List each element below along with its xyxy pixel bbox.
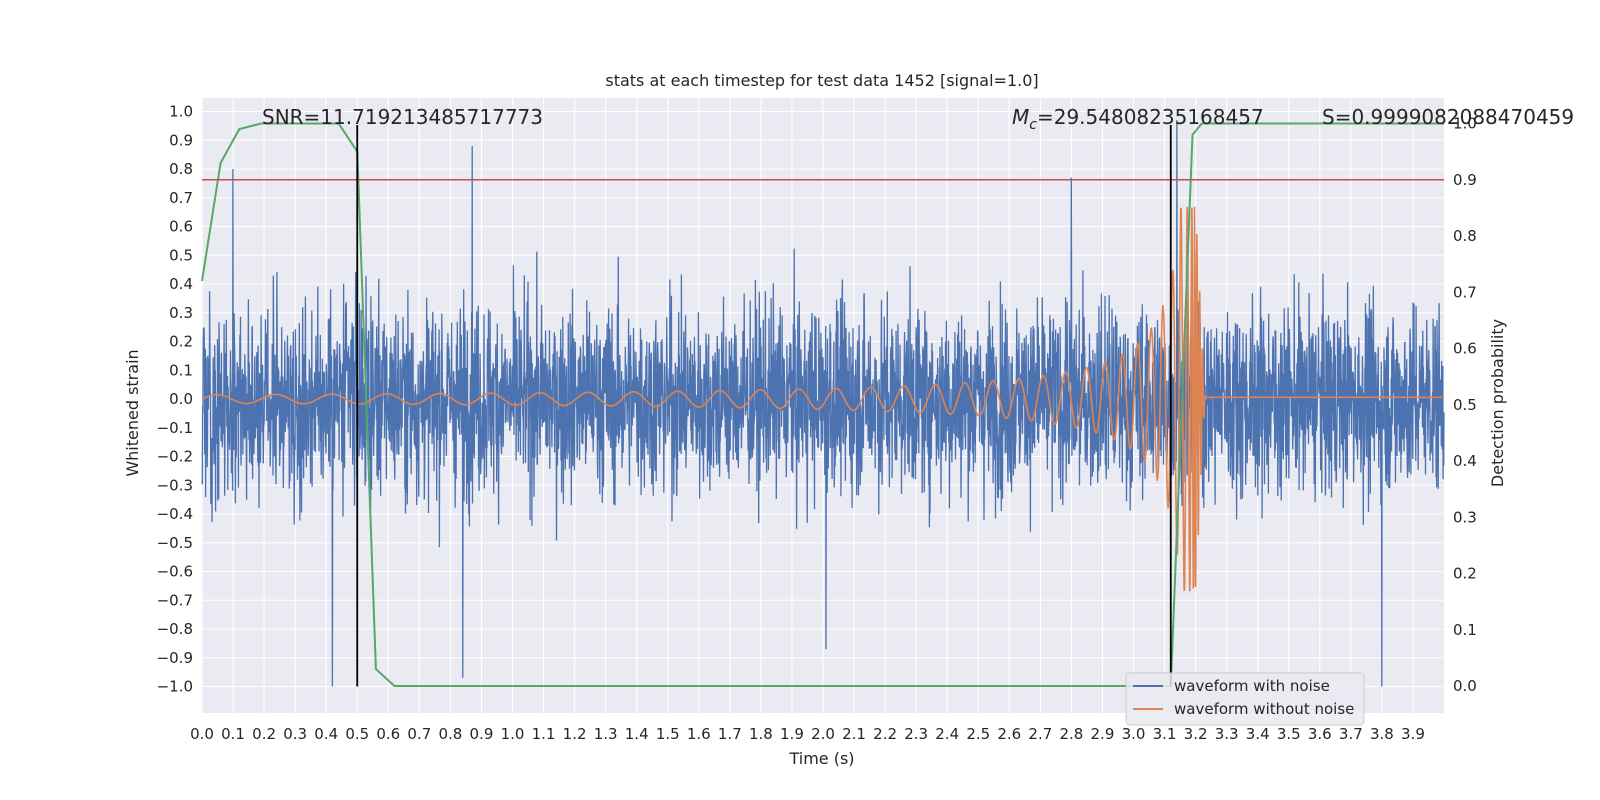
y-left-tick-label: −0.9 bbox=[157, 649, 193, 667]
y-left-axis-label: Whitened strain bbox=[123, 349, 142, 476]
x-tick-label: 2.0 bbox=[811, 725, 835, 743]
y-left-tick-label: −0.5 bbox=[157, 534, 193, 552]
x-tick-label: 1.5 bbox=[656, 725, 680, 743]
y-right-axis-ticks: 1.0 0.9 0.8 0.7 0.6 0.5 0.4 0.3 0.2 0.1 0.0 bbox=[1453, 115, 1477, 696]
series-detection-probability bbox=[201, 122, 1444, 687]
x-tick-label: 0.4 bbox=[314, 725, 338, 743]
x-tick-label: 3.1 bbox=[1153, 725, 1177, 743]
y-left-tick-label: −0.1 bbox=[157, 419, 193, 437]
x-tick-label: 2.5 bbox=[966, 725, 990, 743]
x-tick-label: 0.8 bbox=[438, 725, 462, 743]
y-right-tick-label: 0.9 bbox=[1453, 171, 1477, 189]
series-waveform-with-noise bbox=[201, 120, 1445, 687]
y-left-tick-label: 0.3 bbox=[169, 304, 193, 322]
y-left-tick-label: 0.2 bbox=[169, 333, 193, 351]
y-left-tick-label: 0.4 bbox=[169, 275, 193, 293]
y-left-tick-label: 1.0 bbox=[169, 103, 193, 121]
marker-lines bbox=[202, 125, 1444, 687]
x-tick-label: 2.2 bbox=[873, 725, 897, 743]
x-tick-label: 1.6 bbox=[687, 725, 711, 743]
legend: waveform with noise waveform without noi… bbox=[1125, 672, 1365, 726]
x-tick-label: 2.9 bbox=[1091, 725, 1115, 743]
y-right-tick-label: 0.7 bbox=[1453, 283, 1477, 301]
score-annotation: S=0.9999082088470459 bbox=[1322, 105, 1574, 129]
chirp-mass-symbol: M bbox=[1012, 105, 1029, 129]
y-left-tick-label: −0.2 bbox=[157, 448, 193, 466]
legend-label-clean: waveform without noise bbox=[1174, 700, 1354, 718]
snr-annotation: SNR=11.719213485717773 bbox=[262, 105, 543, 129]
x-tick-label: 3.2 bbox=[1184, 725, 1208, 743]
detection-probability-line bbox=[201, 122, 1444, 687]
x-tick-label: 0.2 bbox=[252, 725, 276, 743]
x-tick-label: 3.0 bbox=[1122, 725, 1146, 743]
y-right-tick-label: 0.5 bbox=[1453, 396, 1477, 414]
legend-box bbox=[1125, 672, 1365, 726]
y-right-tick-label: 0.4 bbox=[1453, 452, 1477, 470]
y-right-tick-label: 1.0 bbox=[1453, 115, 1477, 133]
x-tick-label: 2.1 bbox=[842, 725, 866, 743]
y-right-tick-label: 0.0 bbox=[1453, 677, 1477, 695]
x-tick-label: 2.7 bbox=[1028, 725, 1052, 743]
x-tick-label: 1.4 bbox=[625, 725, 649, 743]
y-left-tick-label: 0.1 bbox=[169, 361, 193, 379]
y-left-tick-label: −0.4 bbox=[157, 505, 193, 523]
y-left-tick-label: 0.6 bbox=[169, 218, 193, 236]
x-tick-label: 3.7 bbox=[1339, 725, 1363, 743]
y-left-tick-label: 0.9 bbox=[169, 131, 193, 149]
legend-label-noise: waveform with noise bbox=[1174, 677, 1330, 695]
x-tick-label: 3.6 bbox=[1308, 725, 1332, 743]
x-tick-label: 0.6 bbox=[376, 725, 400, 743]
x-tick-label: 0.1 bbox=[221, 725, 245, 743]
y-right-tick-label: 0.8 bbox=[1453, 227, 1477, 245]
y-right-tick-label: 0.6 bbox=[1453, 340, 1477, 358]
y-left-tick-label: 0.7 bbox=[169, 189, 193, 207]
x-tick-label: 0.5 bbox=[345, 725, 369, 743]
x-tick-label: 1.1 bbox=[532, 725, 556, 743]
x-axis-label: Time (s) bbox=[788, 749, 854, 768]
y-right-tick-label: 0.2 bbox=[1453, 565, 1477, 583]
x-tick-label: 3.3 bbox=[1215, 725, 1239, 743]
x-tick-label: 3.5 bbox=[1277, 725, 1301, 743]
y-left-tick-label: 0.0 bbox=[169, 390, 193, 408]
x-tick-label: 3.9 bbox=[1401, 725, 1425, 743]
waveform-with-noise-line bbox=[201, 120, 1445, 687]
waveform-without-noise-line bbox=[201, 206, 1444, 592]
chirp-mass-subscript: c bbox=[1029, 117, 1037, 133]
x-tick-label: 1.0 bbox=[501, 725, 525, 743]
chart-title: stats at each timestep for test data 145… bbox=[605, 71, 1038, 90]
x-tick-label: 2.4 bbox=[935, 725, 959, 743]
x-tick-label: 2.8 bbox=[1059, 725, 1083, 743]
x-tick-label: 0.3 bbox=[283, 725, 307, 743]
series-waveform-without-noise bbox=[201, 206, 1444, 592]
x-tick-label: 0.9 bbox=[470, 725, 494, 743]
y-left-tick-label: −0.3 bbox=[157, 476, 193, 494]
x-tick-label: 1.9 bbox=[780, 725, 804, 743]
y-right-tick-label: 0.1 bbox=[1453, 621, 1477, 639]
y-left-tick-label: −0.7 bbox=[157, 591, 193, 609]
y-right-tick-label: 0.3 bbox=[1453, 508, 1477, 526]
y-left-tick-label: 0.5 bbox=[169, 246, 193, 264]
y-left-axis-ticks: 1.0 0.9 0.8 0.7 0.6 0.5 0.4 0.3 0.2 0.1 0.0 −0.1 −0.… bbox=[157, 103, 193, 696]
x-tick-label: 0.0 bbox=[190, 725, 214, 743]
chirp-mass-value: =29.54808235168457 bbox=[1037, 105, 1264, 129]
x-tick-label: 1.8 bbox=[749, 725, 773, 743]
y-right-axis-label: Detection probability bbox=[1488, 319, 1507, 487]
x-tick-label: 2.3 bbox=[904, 725, 928, 743]
x-tick-label: 1.2 bbox=[563, 725, 587, 743]
y-left-tick-label: −0.8 bbox=[157, 620, 193, 638]
y-left-tick-label: 0.8 bbox=[169, 160, 193, 178]
y-left-tick-label: −1.0 bbox=[157, 678, 193, 696]
chirp-mass-annotation: Mc=29.54808235168457 bbox=[1012, 105, 1264, 133]
x-tick-label: 3.8 bbox=[1370, 725, 1394, 743]
x-tick-label: 3.4 bbox=[1246, 725, 1270, 743]
x-axis-ticks: 0.0 0.1 0.2 0.3 0.4 0.5 0.6 0.7 0.8 0.9 1.0 1.1 1.2 1… bbox=[190, 725, 1425, 743]
x-tick-label: 0.7 bbox=[407, 725, 431, 743]
y-left-tick-label: −0.6 bbox=[157, 563, 193, 581]
x-tick-label: 1.3 bbox=[594, 725, 618, 743]
x-tick-label: 1.7 bbox=[718, 725, 742, 743]
grid-lines bbox=[201, 98, 1444, 713]
x-tick-label: 2.6 bbox=[997, 725, 1021, 743]
